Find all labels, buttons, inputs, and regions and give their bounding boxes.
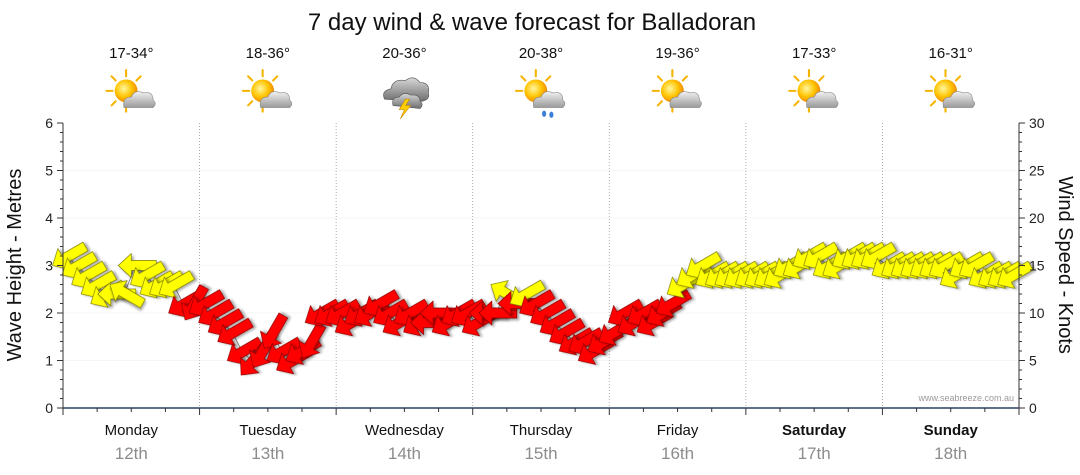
right-tick-label: 10 xyxy=(1029,305,1045,321)
day-name-label: Saturday xyxy=(782,422,847,439)
daily-forecast-header: 17-34° 18-36° 20-36° 20-38° 19-36° 17-33° 16-3… xyxy=(105,45,976,120)
left-axis-label: Wave Height - Metres xyxy=(4,169,26,362)
left-tick-label: 1 xyxy=(45,353,53,369)
wind-arrow xyxy=(478,300,518,326)
sun-cloud-icon xyxy=(241,69,293,113)
sun-cloud-icon xyxy=(788,69,840,113)
right-tick-label: 20 xyxy=(1029,210,1045,226)
wind-arrow xyxy=(259,312,289,349)
temperature-range: 17-34° xyxy=(109,45,153,62)
left-tick-label: 2 xyxy=(45,305,53,321)
left-tick-label: 4 xyxy=(45,210,53,226)
chart-title: 7 day wind & wave forecast for Balladora… xyxy=(308,9,756,36)
sun-cloud-icon xyxy=(105,69,157,113)
day-name-label: Sunday xyxy=(924,422,979,439)
watermark: www.seabreeze.com.au xyxy=(917,393,1014,403)
right-tick-label: 0 xyxy=(1029,400,1037,416)
axes: 0 1 2 3 4 5 6 0 5 10 15 20 25 30 xyxy=(45,115,1045,416)
day-date-label: 14th xyxy=(388,444,421,463)
right-tick-label: 5 xyxy=(1029,353,1037,369)
day-name-label: Monday xyxy=(105,422,159,439)
wind-arrow xyxy=(997,260,1034,289)
wind-arrow-series xyxy=(52,241,1034,376)
temperature-range: 19-36° xyxy=(655,45,699,62)
temperature-range: 20-38° xyxy=(519,45,563,62)
left-tick-label: 6 xyxy=(45,115,53,131)
left-tick-label: 5 xyxy=(45,163,53,179)
wind-arrow xyxy=(158,270,195,299)
day-name-label: Friday xyxy=(657,422,699,439)
x-axis-day-labels: Monday 12th Tuesday 13th Wednesday 14th Thursd… xyxy=(105,422,979,463)
wind-arrow xyxy=(217,317,254,346)
day-name-label: Tuesday xyxy=(239,422,296,439)
storm-cloud-icon xyxy=(383,77,430,120)
right-axis-label: Wind Speed - Knots xyxy=(1054,176,1076,354)
day-date-label: 18th xyxy=(934,444,967,463)
day-date-label: 15th xyxy=(524,444,557,463)
day-date-label: 12th xyxy=(115,444,148,463)
day-date-label: 17th xyxy=(798,444,831,463)
sun-rain-cloud-icon xyxy=(515,69,566,119)
right-tick-label: 15 xyxy=(1029,258,1045,274)
day-date-label: 13th xyxy=(251,444,284,463)
temperature-range: 20-36° xyxy=(382,45,426,62)
right-tick-label: 25 xyxy=(1029,163,1045,179)
left-tick-label: 3 xyxy=(45,258,53,274)
wind-arrow xyxy=(109,280,146,309)
day-date-label: 16th xyxy=(661,444,694,463)
day-name-label: Wednesday xyxy=(365,422,444,439)
temperature-range: 16-31° xyxy=(929,45,973,62)
temperature-range: 18-36° xyxy=(246,45,290,62)
sun-cloud-icon xyxy=(924,69,976,113)
left-tick-label: 0 xyxy=(45,400,53,416)
right-tick-label: 30 xyxy=(1029,115,1045,131)
temperature-range: 17-33° xyxy=(792,45,836,62)
sun-cloud-icon xyxy=(651,69,703,113)
day-name-label: Thursday xyxy=(510,422,573,439)
